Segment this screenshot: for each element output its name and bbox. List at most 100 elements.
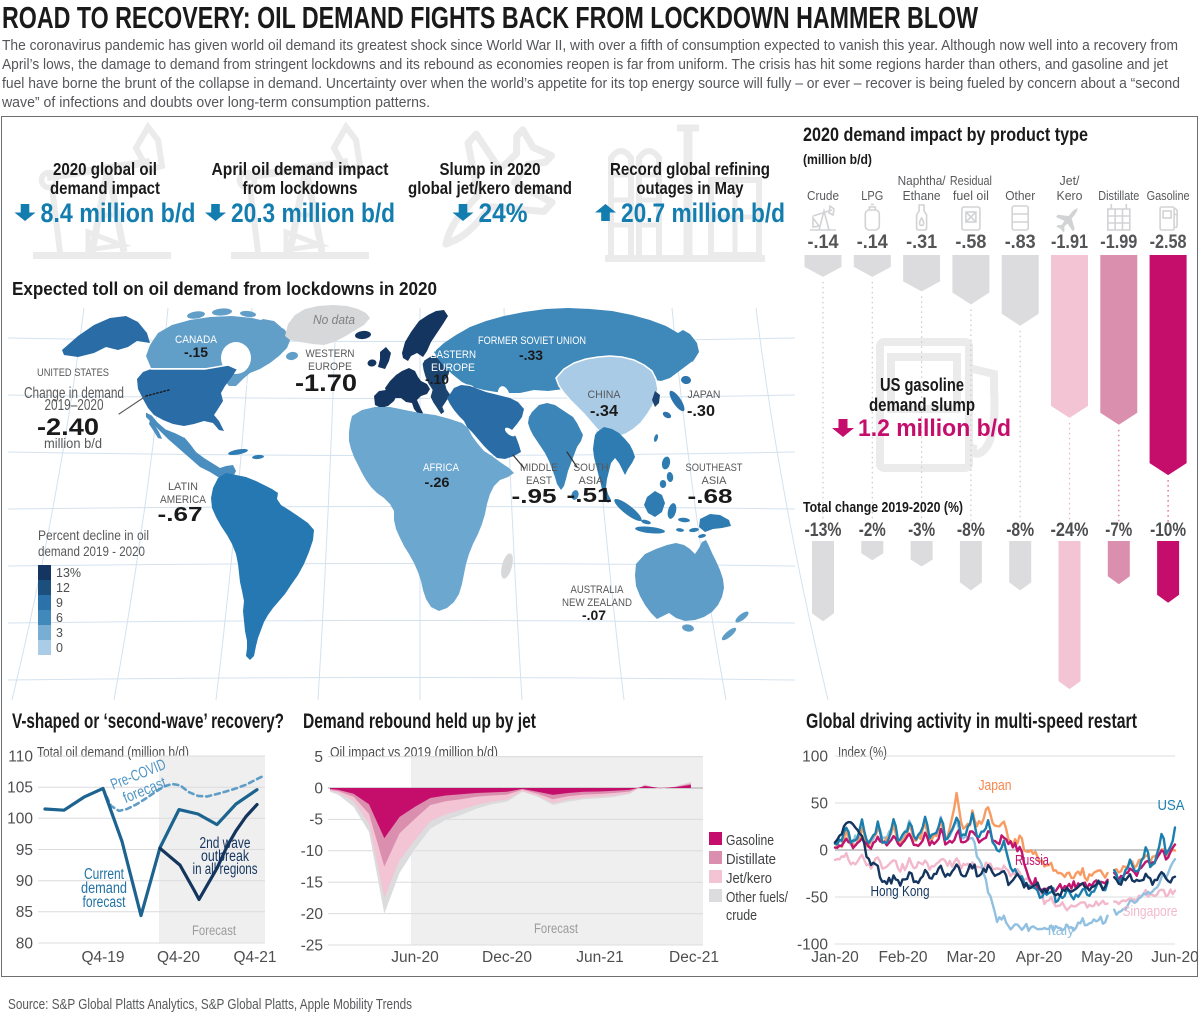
- svg-text:Slump in 2020: Slump in 2020: [440, 159, 541, 179]
- svg-text:Total change 2019-2020 (%): Total change 2019-2020 (%): [803, 499, 963, 516]
- svg-text:Gasoline: Gasoline: [1147, 189, 1190, 203]
- svg-text:Global driving activity in mul: Global driving activity in multi-speed r…: [806, 709, 1137, 733]
- svg-text:Dec-21: Dec-21: [669, 949, 719, 966]
- svg-text:-2.40: -2.40: [37, 414, 99, 441]
- svg-text:24%: 24%: [479, 198, 528, 228]
- svg-text:9: 9: [56, 596, 63, 610]
- svg-text:EAST: EAST: [526, 475, 552, 487]
- svg-text:20.7 million b/d: 20.7 million b/d: [621, 198, 785, 228]
- svg-text:Index (%): Index (%): [838, 744, 887, 761]
- svg-text:SOUTH: SOUTH: [574, 462, 609, 474]
- svg-text:-.10: -.10: [425, 372, 449, 387]
- svg-text:LATIN: LATIN: [168, 481, 198, 493]
- svg-text:NEW ZEALAND: NEW ZEALAND: [562, 597, 632, 609]
- svg-text:-20: -20: [301, 906, 324, 923]
- svg-text:20.3 million b/d: 20.3 million b/d: [231, 198, 395, 228]
- svg-text:million b/d: million b/d: [44, 435, 102, 451]
- svg-text:-1.70: -1.70: [295, 370, 357, 397]
- svg-text:Jan-20: Jan-20: [811, 949, 859, 966]
- svg-text:Source: S&P Global Platts Anal: Source: S&P Global Platts Analytics, S&P…: [8, 996, 412, 1013]
- svg-text:5: 5: [314, 749, 323, 766]
- svg-text:2nd wave: 2nd wave: [200, 835, 251, 852]
- svg-text:fuel oil: fuel oil: [953, 189, 989, 203]
- svg-text:Naphtha/: Naphtha/: [898, 174, 946, 188]
- svg-text:0: 0: [56, 641, 63, 655]
- svg-text:-1.91: -1.91: [1051, 231, 1088, 253]
- svg-text:Distillate: Distillate: [726, 851, 776, 868]
- svg-text:Forecast: Forecast: [192, 923, 236, 938]
- svg-text:Jun-21: Jun-21: [576, 949, 623, 966]
- svg-text:Jet/kero: Jet/kero: [726, 870, 772, 887]
- svg-text:90: 90: [16, 873, 34, 890]
- svg-text:Change in demand: Change in demand: [24, 385, 124, 402]
- svg-text:EUROPE: EUROPE: [308, 361, 352, 373]
- svg-text:Jet/: Jet/: [1060, 174, 1081, 188]
- svg-text:6: 6: [56, 611, 63, 625]
- svg-text:1.2 million b/d: 1.2 million b/d: [858, 415, 1011, 442]
- svg-text:FORMER SOVIET UNION: FORMER SOVIET UNION: [478, 335, 586, 347]
- svg-text:-2%: -2%: [859, 519, 886, 541]
- svg-text:demand impact: demand impact: [50, 178, 160, 198]
- svg-text:-.31: -.31: [906, 231, 937, 253]
- svg-text:Jun-20: Jun-20: [1151, 949, 1199, 966]
- svg-text:Current: Current: [84, 866, 125, 883]
- svg-text:global jet/kero demand: global jet/kero demand: [408, 178, 572, 198]
- svg-text:Japan: Japan: [979, 777, 1012, 794]
- svg-text:8.4 million b/d: 8.4 million b/d: [41, 198, 196, 228]
- svg-text:Percent decline in oil: Percent decline in oil: [38, 527, 149, 543]
- svg-text:-.67: -.67: [158, 504, 203, 526]
- svg-text:forecast: forecast: [83, 894, 127, 911]
- svg-text:US gasoline: US gasoline: [880, 375, 964, 395]
- svg-text:-.51: -.51: [567, 485, 612, 507]
- svg-text:-.68: -.68: [688, 486, 733, 508]
- svg-text:-13%: -13%: [805, 519, 842, 541]
- svg-text:Hong Kong: Hong Kong: [871, 883, 930, 900]
- svg-text:-.15: -.15: [184, 345, 209, 360]
- svg-text:Forecast: Forecast: [534, 921, 578, 936]
- svg-text:outages in May: outages in May: [637, 178, 744, 198]
- svg-text:EASTERN: EASTERN: [430, 349, 476, 361]
- svg-text:USA: USA: [1158, 797, 1185, 814]
- svg-text:-2.58: -2.58: [1150, 231, 1187, 253]
- svg-text:-.33: -.33: [519, 348, 544, 363]
- svg-text:wave” of infections and doubts: wave” of infections and doubts over long…: [1, 94, 430, 111]
- svg-text:0: 0: [819, 842, 828, 859]
- svg-text:Q4-20: Q4-20: [157, 949, 200, 966]
- svg-text:SOUTHEAST: SOUTHEAST: [686, 462, 743, 474]
- svg-text:2020 global oil: 2020 global oil: [53, 159, 157, 179]
- svg-text:Dec-20: Dec-20: [482, 949, 532, 966]
- svg-text:JAPAN: JAPAN: [688, 389, 721, 401]
- svg-text:-24%: -24%: [1051, 519, 1089, 541]
- svg-text:110: 110: [8, 748, 33, 765]
- svg-text:0: 0: [314, 780, 323, 797]
- svg-text:Demand rebound held up by jet: Demand rebound held up by jet: [303, 709, 536, 733]
- svg-text:-5: -5: [309, 812, 323, 829]
- svg-text:No data: No data: [313, 313, 355, 327]
- svg-text:Record global refining: Record global refining: [610, 159, 770, 179]
- svg-text:ASIA: ASIA: [579, 475, 605, 487]
- svg-text:demand slump: demand slump: [869, 395, 975, 415]
- svg-text:demand: demand: [81, 880, 127, 897]
- svg-text:Russia: Russia: [1015, 852, 1049, 869]
- svg-text:-15: -15: [301, 875, 323, 892]
- svg-text:-8%: -8%: [1006, 519, 1034, 541]
- svg-text:MIDDLE: MIDDLE: [520, 462, 558, 474]
- svg-text:-50: -50: [806, 889, 829, 906]
- svg-text:50: 50: [811, 795, 829, 812]
- svg-text:-.58: -.58: [955, 231, 986, 253]
- svg-text:-3%: -3%: [908, 519, 935, 541]
- svg-text:Other fuels/: Other fuels/: [726, 889, 789, 906]
- svg-text:Q4-21: Q4-21: [233, 949, 276, 966]
- svg-text:CANADA: CANADA: [175, 334, 218, 346]
- svg-text:12: 12: [56, 581, 70, 595]
- svg-text:-.07: -.07: [582, 608, 606, 623]
- svg-text:UNITED STATES: UNITED STATES: [37, 367, 109, 379]
- svg-text:Expected toll on oil demand fr: Expected toll on oil demand from lockdow…: [12, 279, 437, 299]
- svg-text:95: 95: [16, 842, 33, 859]
- svg-text:13%: 13%: [56, 566, 81, 580]
- svg-text:-1.99: -1.99: [1100, 231, 1137, 253]
- svg-text:100: 100: [802, 748, 828, 765]
- svg-text:LPG: LPG: [861, 189, 883, 203]
- svg-text:demand 2019 - 2020: demand 2019 - 2020: [38, 543, 145, 559]
- svg-text:Total oil demand (million b/d): Total oil demand (million b/d): [37, 744, 189, 761]
